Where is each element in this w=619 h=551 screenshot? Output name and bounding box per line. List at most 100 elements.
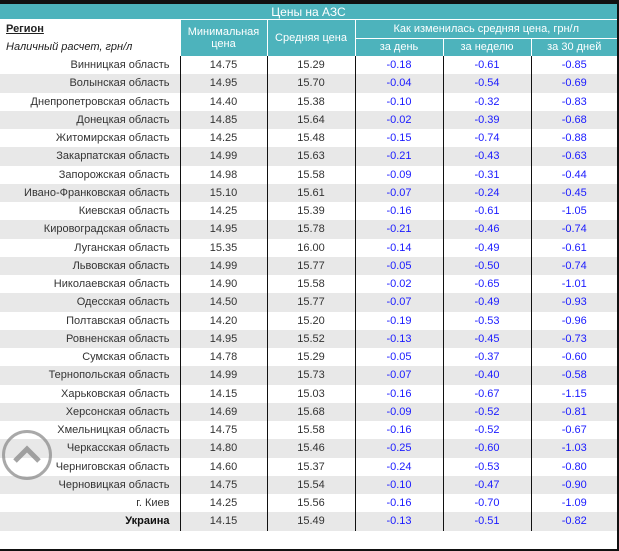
month-change-cell: -0.96: [530, 311, 617, 330]
table-row: Тернопольская область 14.99 15.73 -0.07 -0.4…: [0, 366, 617, 385]
region-header: Регион: [0, 20, 180, 38]
avg-price-cell: 15.54: [266, 475, 355, 494]
region-cell: Харьковская область: [61, 387, 170, 400]
day-change-cell: -0.10: [354, 475, 443, 494]
avg-price-cell: 15.63: [266, 147, 355, 166]
week-change-cell: -0.53: [442, 311, 531, 330]
table-row: Сумская область 14.78 15.29 -0.05 -0.37 -0.60: [0, 348, 617, 367]
region-cell: Житомирская область: [55, 132, 170, 145]
table-row: Киевская область 14.25 15.39 -0.16 -0.61 -1.0…: [0, 202, 617, 221]
min-price-cell: 14.95: [179, 329, 267, 348]
min-price-cell: 14.25: [179, 129, 267, 148]
week-change-cell: -0.50: [442, 256, 531, 275]
region-cell: Херсонская область: [0, 402, 180, 421]
table-row: Кировоградская область 14.95 15.78 -0.21 -0.…: [0, 220, 617, 239]
table-row: Украина 14.15 15.49 -0.13 -0.51 -0.82: [0, 512, 617, 531]
table-row: Николаевская область 14.90 15.58 -0.02 -0.65…: [0, 275, 617, 294]
day-change-cell: -0.07: [354, 293, 443, 312]
avg-price-cell: 15.48: [266, 129, 355, 148]
min-price-cell: 14.60: [179, 457, 267, 476]
month-change-cell: -0.81: [530, 402, 617, 421]
min-price-cell: 15.35: [179, 238, 267, 257]
week-change-cell: -0.61: [442, 202, 531, 221]
region-cell: Украина: [0, 512, 180, 531]
day-change-cell: -0.16: [354, 421, 443, 440]
fuel-prices-table: Регион Минимальная цена Средняя цена Как…: [0, 20, 617, 531]
region-cell: Черниговская область: [55, 460, 170, 473]
avg-price-cell: 15.58: [266, 165, 355, 184]
table-row: г. Киев 14.25 15.56 -0.16 -0.70 -1.09: [0, 494, 617, 513]
region-subheader: Наличный расчет, грн/л: [0, 38, 180, 56]
region-cell: Киевская область: [78, 205, 170, 218]
table-row: Днепропетровская область 14.40 15.38 -0.10-…: [0, 92, 617, 111]
week-change-cell: -0.37: [442, 348, 531, 367]
chevron-up-icon: [13, 445, 41, 463]
region-cell: Винницкая область: [70, 59, 170, 72]
min-price-cell: 14.20: [179, 311, 267, 330]
min-price-cell: 14.95: [179, 220, 267, 239]
month-change-cell: -0.82: [530, 512, 617, 531]
month-change-cell: -0.83: [530, 92, 617, 111]
table-row: Хмельницкая область 14.75 15.58 -0.16 -0.52-…: [0, 421, 617, 440]
region-cell: г. Киев: [136, 497, 170, 510]
month-change-cell: -1.09: [530, 494, 617, 513]
day-change-cell: -0.16: [354, 494, 443, 513]
min-price-cell: 14.90: [179, 275, 267, 294]
min-price-cell: 14.98: [179, 165, 267, 184]
table-row: Закарпатская область 14.99 15.63 -0.21 -0.43…: [0, 147, 617, 166]
month-change-cell: -0.85: [530, 56, 617, 75]
day-change-header: за день: [354, 38, 443, 56]
table-row: Львовская область 14.99 15.77 -0.05 -0.50 -0.…: [0, 256, 617, 275]
table-row: Одесская область 14.50 15.77 -0.07 -0.49 -0.9…: [0, 293, 617, 312]
region-cell: Тернопольская область: [0, 366, 180, 385]
table-row: Винницкая область 14.75 15.29 -0.18 -0.61 -0.…: [0, 56, 617, 75]
min-price-cell: 14.75: [179, 421, 267, 440]
week-change-cell: -0.45: [442, 329, 531, 348]
region-cell: Запорожская область: [58, 168, 170, 181]
table-row: Ивано-Франковская область 15.10 15.61 -0.07…: [0, 183, 617, 202]
week-change-cell: -0.32: [442, 92, 531, 111]
region-cell: Ивано-Франковская область: [0, 183, 180, 202]
avg-price-cell: 15.56: [266, 494, 355, 513]
region-cell: Закарпатская область: [0, 147, 180, 166]
week-change-header: за неделю: [442, 38, 531, 56]
region-cell: Днепропетровская область: [30, 95, 170, 108]
day-change-cell: -0.15: [354, 129, 443, 148]
avg-price-cell: 15.52: [266, 329, 355, 348]
week-change-cell: -0.49: [442, 293, 531, 312]
day-change-cell: -0.07: [354, 183, 443, 202]
month-change-header: за 30 дней: [530, 38, 617, 56]
change-group-header: Как изменилась средняя цена, грн/л: [354, 20, 617, 39]
avg-price-cell: 15.37: [266, 457, 355, 476]
min-price-cell: 14.50: [179, 293, 267, 312]
week-change-cell: -0.49: [442, 238, 531, 257]
week-change-cell: -0.54: [442, 74, 531, 93]
region-cell: Хмельницкая область: [57, 424, 170, 437]
week-change-cell: -0.43: [442, 147, 531, 166]
avg-price-cell: 15.58: [266, 275, 355, 294]
week-change-cell: -0.47: [442, 475, 531, 494]
avg-price-cell: 15.68: [266, 402, 355, 421]
min-price-cell: 14.85: [179, 110, 267, 129]
month-change-cell: -0.69: [530, 74, 617, 93]
avg-price-cell: 15.78: [266, 220, 355, 239]
month-change-cell: -0.88: [530, 129, 617, 148]
day-change-cell: -0.16: [354, 202, 443, 221]
scroll-to-top-button[interactable]: [2, 430, 52, 480]
day-change-cell: -0.13: [354, 329, 443, 348]
table-row: Херсонская область 14.69 15.68 -0.09 -0.52 -0…: [0, 402, 617, 421]
month-change-cell: -1.15: [530, 384, 617, 403]
region-cell: Львовская область: [0, 256, 180, 275]
week-change-cell: -0.31: [442, 165, 531, 184]
week-change-cell: -0.61: [442, 56, 531, 75]
month-change-cell: -1.01: [530, 275, 617, 294]
day-change-cell: -0.14: [354, 238, 443, 257]
day-change-cell: -0.02: [354, 110, 443, 129]
month-change-cell: -0.74: [530, 220, 617, 239]
table-row: Черкасская область 14.80 15.46 -0.25 -0.60 -1…: [0, 439, 617, 458]
avg-price-cell: 15.49: [266, 512, 355, 531]
month-change-cell: -0.74: [530, 256, 617, 275]
month-change-cell: -0.68: [530, 110, 617, 129]
table-row: Полтавская область 14.20 15.20 -0.19 -0.53 -0…: [0, 311, 617, 330]
region-cell: Донецкая область: [0, 110, 180, 129]
